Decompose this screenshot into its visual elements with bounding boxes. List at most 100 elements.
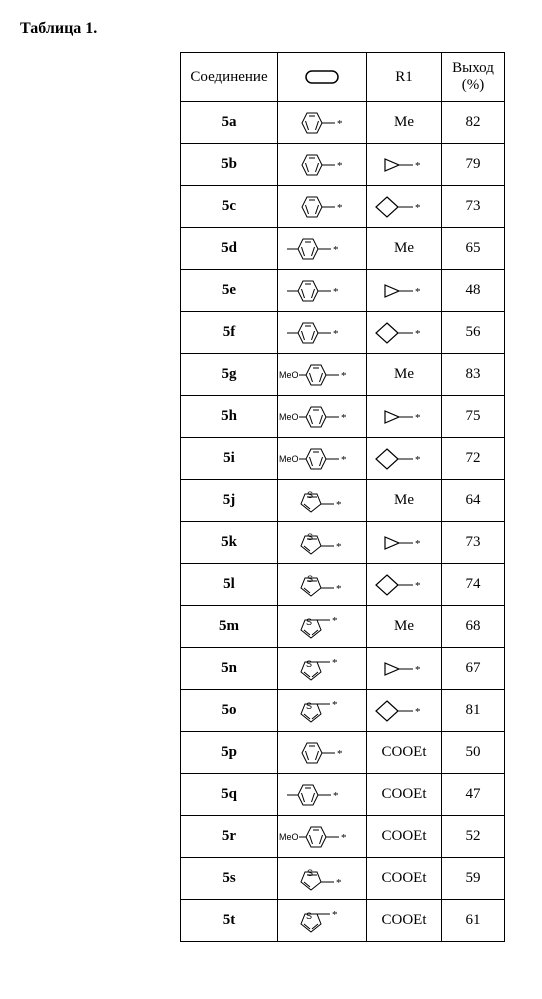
table-body: 5a*Me825b**795c**735d*Me655e**485f**565g… xyxy=(181,102,505,942)
svg-text:*: * xyxy=(336,583,342,595)
yield-value: 68 xyxy=(442,606,505,648)
aryl-structure-icon: S* xyxy=(278,480,367,522)
r1-value: Me xyxy=(367,354,442,396)
aryl-structure-icon: * xyxy=(278,774,367,816)
aryl-structure-icon: MeO* xyxy=(278,396,367,438)
yield-value: 82 xyxy=(442,102,505,144)
compound-id: 5c xyxy=(181,186,278,228)
col-header-r1: R1 xyxy=(367,53,442,102)
aryl-structure-icon: S* xyxy=(278,690,367,732)
svg-text:*: * xyxy=(415,286,421,298)
header-row: Соединение R1 Выход (%) xyxy=(181,53,505,102)
table-row: 5e**48 xyxy=(181,270,505,312)
compound-id: 5d xyxy=(181,228,278,270)
table-title: Таблица 1. xyxy=(20,20,522,38)
compound-id: 5t xyxy=(181,900,278,942)
table-row: 5p*COOEt50 xyxy=(181,732,505,774)
compound-id: 5q xyxy=(181,774,278,816)
table-row: 5t S * COOEt61 xyxy=(181,900,505,942)
svg-text:S: S xyxy=(307,574,313,584)
r1-value: * xyxy=(367,564,442,606)
svg-text:*: * xyxy=(332,909,338,921)
col-header-compound: Соединение xyxy=(181,53,278,102)
aryl-structure-icon: * xyxy=(278,228,367,270)
aryl-structure-icon: MeO* xyxy=(278,816,367,858)
yield-value: 61 xyxy=(442,900,505,942)
svg-text:MeO: MeO xyxy=(279,454,299,464)
svg-text:S: S xyxy=(307,868,313,878)
table-row: 5d*Me65 xyxy=(181,228,505,270)
yield-value: 73 xyxy=(442,522,505,564)
col-header-structure-icon xyxy=(278,53,367,102)
svg-text:S: S xyxy=(306,911,312,921)
r1-value: COOEt xyxy=(367,774,442,816)
yield-value: 73 xyxy=(442,186,505,228)
r1-value: COOEt xyxy=(367,900,442,942)
svg-text:*: * xyxy=(415,706,421,718)
compound-id: 5i xyxy=(181,438,278,480)
svg-text:*: * xyxy=(415,202,421,214)
svg-text:*: * xyxy=(415,160,421,172)
yield-value: 64 xyxy=(442,480,505,522)
aryl-structure-icon: * xyxy=(278,270,367,312)
svg-text:S: S xyxy=(306,659,312,669)
table-row: 5mS*Me68 xyxy=(181,606,505,648)
table-row: 5c**73 xyxy=(181,186,505,228)
svg-text:*: * xyxy=(336,499,342,511)
yield-value: 75 xyxy=(442,396,505,438)
table-row: 5kS**73 xyxy=(181,522,505,564)
yield-value: 65 xyxy=(442,228,505,270)
yield-label-line2: (%) xyxy=(462,77,485,93)
compound-id: 5a xyxy=(181,102,278,144)
yield-value: 83 xyxy=(442,354,505,396)
table-row: 5sS*COOEt59 xyxy=(181,858,505,900)
table-row: 5rMeO*COOEt52 xyxy=(181,816,505,858)
r1-value: * xyxy=(367,186,442,228)
svg-text:*: * xyxy=(337,160,343,172)
compound-id: 5j xyxy=(181,480,278,522)
aryl-structure-icon: S* xyxy=(278,606,367,648)
table-row: 5oS**81 xyxy=(181,690,505,732)
compound-id: 5p xyxy=(181,732,278,774)
compound-id: 5h xyxy=(181,396,278,438)
svg-text:*: * xyxy=(415,538,421,550)
svg-text:*: * xyxy=(336,877,342,889)
r1-value: * xyxy=(367,396,442,438)
r1-value: Me xyxy=(367,228,442,270)
yield-label-line1: Выход xyxy=(452,60,494,76)
table-row: 5q * COOEt47 xyxy=(181,774,505,816)
yield-value: 52 xyxy=(442,816,505,858)
r1-value: Me xyxy=(367,480,442,522)
compound-id: 5g xyxy=(181,354,278,396)
aryl-structure-icon: * xyxy=(278,732,367,774)
yield-value: 56 xyxy=(442,312,505,354)
col-header-yield: Выход (%) xyxy=(442,53,505,102)
r1-value: COOEt xyxy=(367,858,442,900)
svg-text:*: * xyxy=(333,790,339,802)
r1-value: Me xyxy=(367,102,442,144)
svg-text:S: S xyxy=(306,701,312,711)
r1-value: * xyxy=(367,270,442,312)
table-row: 5nS**67 xyxy=(181,648,505,690)
compound-id: 5m xyxy=(181,606,278,648)
svg-text:S: S xyxy=(306,617,312,627)
svg-text:S: S xyxy=(307,490,313,500)
svg-text:*: * xyxy=(415,454,421,466)
compound-id: 5l xyxy=(181,564,278,606)
svg-text:*: * xyxy=(332,657,338,669)
yield-value: 59 xyxy=(442,858,505,900)
svg-text:*: * xyxy=(337,118,343,130)
yield-value: 67 xyxy=(442,648,505,690)
aryl-structure-icon: * xyxy=(278,144,367,186)
svg-text:*: * xyxy=(336,541,342,553)
yield-value: 81 xyxy=(442,690,505,732)
svg-text:MeO: MeO xyxy=(279,370,299,380)
svg-text:*: * xyxy=(332,699,338,711)
yield-value: 50 xyxy=(442,732,505,774)
r1-value: * xyxy=(367,690,442,732)
r1-value: * xyxy=(367,144,442,186)
aryl-structure-icon: MeO* xyxy=(278,354,367,396)
yield-value: 72 xyxy=(442,438,505,480)
yield-value: 47 xyxy=(442,774,505,816)
aryl-structure-icon: MeO* xyxy=(278,438,367,480)
